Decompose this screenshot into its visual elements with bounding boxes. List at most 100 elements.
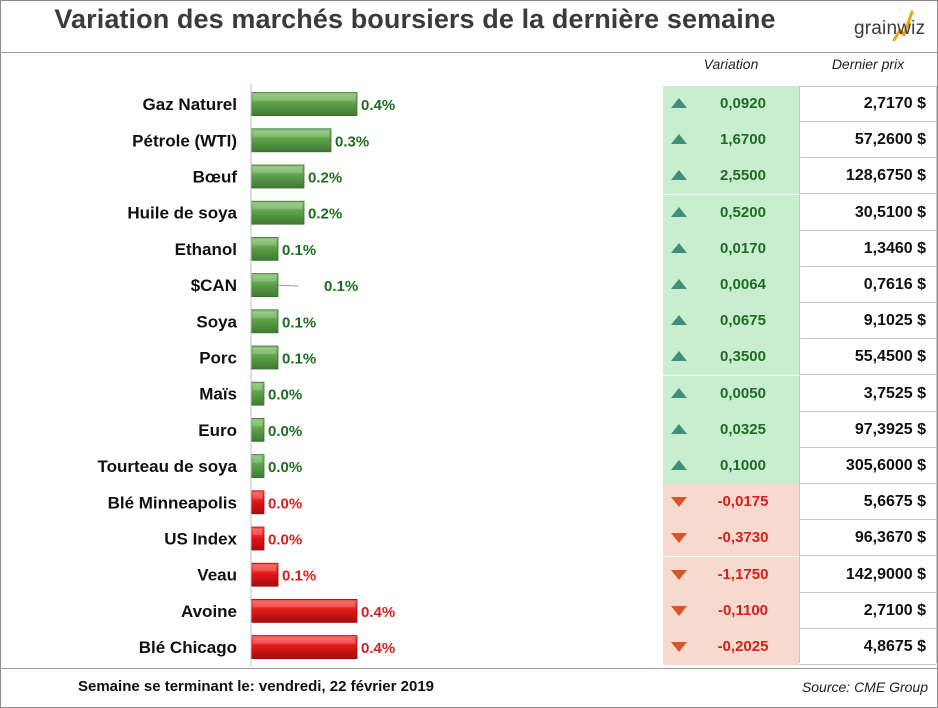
price-value: 55,4500 $ bbox=[854, 348, 926, 366]
footer-week: Semaine se terminant le: vendredi, 22 fé… bbox=[78, 678, 434, 695]
variation-cell: 2,5500 bbox=[663, 158, 799, 195]
leader-line bbox=[277, 284, 299, 287]
triangle-up-icon bbox=[671, 170, 687, 181]
column-header-price: Dernier prix bbox=[831, 56, 905, 72]
row-divider bbox=[799, 374, 936, 376]
variation-value: 0,0050 bbox=[720, 384, 766, 402]
variation-cell: 0,0170 bbox=[663, 230, 799, 267]
price-value: 57,2600 $ bbox=[854, 131, 926, 149]
price-value: 9,1025 $ bbox=[863, 312, 926, 330]
triangle-up-icon bbox=[671, 242, 687, 253]
price-value: 30,5100 $ bbox=[854, 203, 926, 221]
bar-highlight bbox=[253, 311, 276, 318]
price-value: 2,7170 $ bbox=[863, 95, 926, 112]
variation-cell: 0,0920 bbox=[663, 86, 799, 122]
category-label: $CAN bbox=[191, 276, 237, 295]
price-value: 0,7616 $ bbox=[863, 276, 926, 293]
rising-chart-logo-icon bbox=[892, 10, 914, 42]
category-label: Porc bbox=[199, 349, 237, 368]
data-label: 0.1% bbox=[282, 351, 316, 368]
variation-value: 0,5200 bbox=[720, 203, 766, 221]
variation-cell: -0,1100 bbox=[663, 592, 799, 629]
data-label: 0.0% bbox=[268, 532, 302, 549]
footer-divider bbox=[0, 668, 938, 669]
row-divider bbox=[799, 664, 936, 665]
triangle-up-icon bbox=[671, 423, 687, 434]
table-border bbox=[799, 86, 800, 663]
bar-highlight bbox=[253, 529, 262, 535]
variation-value: 0,0920 bbox=[720, 95, 766, 112]
variation-cell: 0,1000 bbox=[663, 448, 799, 484]
bar-highlight bbox=[253, 420, 262, 427]
data-label: 0.4% bbox=[361, 604, 395, 621]
row-divider bbox=[799, 338, 936, 340]
data-label: 0.0% bbox=[268, 387, 302, 404]
data-label: 0.0% bbox=[268, 459, 302, 476]
category-label: Veau bbox=[197, 566, 237, 585]
page-title: Variation des marchés boursiers de la de… bbox=[54, 4, 776, 34]
triangle-up-icon bbox=[671, 134, 687, 145]
bar-highlight bbox=[253, 167, 302, 173]
column-header-variation: Variation bbox=[703, 56, 759, 72]
variation-value: -0,3730 bbox=[717, 529, 769, 547]
data-label: 0.0% bbox=[268, 495, 302, 512]
logo-text: grainwiz bbox=[854, 18, 926, 39]
bar-highlight bbox=[253, 239, 276, 246]
data-label: 0.1% bbox=[282, 314, 316, 331]
variation-value: -0,0175 bbox=[717, 493, 769, 511]
bar-highlight bbox=[253, 384, 262, 391]
data-label: 0.0% bbox=[268, 423, 302, 440]
bar-highlight bbox=[253, 601, 355, 608]
triangle-up-icon bbox=[671, 279, 687, 289]
triangle-down-icon bbox=[671, 642, 687, 652]
bar-chart: Gaz Naturel 0.4% Pétrole (WTI) 0.3% Bœuf 0.2%… bbox=[98, 84, 395, 666]
title-divider bbox=[0, 52, 938, 53]
row-divider bbox=[799, 265, 936, 267]
price-value: 128,6750 $ bbox=[845, 167, 926, 185]
row-divider bbox=[799, 229, 936, 231]
bar-highlight bbox=[253, 275, 276, 282]
row-divider bbox=[799, 121, 936, 122]
price-value: 4,8675 $ bbox=[863, 638, 926, 655]
variation-value: 0,0325 bbox=[720, 420, 766, 438]
price-value: 5,6675 $ bbox=[863, 493, 926, 511]
bar-highlight bbox=[253, 130, 329, 137]
triangle-up-icon bbox=[671, 206, 687, 217]
triangle-up-icon bbox=[671, 98, 687, 108]
category-label: Blé Minneapolis bbox=[108, 493, 237, 512]
row-divider bbox=[799, 483, 936, 484]
category-label: Gaz Naturel bbox=[143, 95, 237, 114]
price-value: 2,7100 $ bbox=[863, 601, 926, 619]
row-divider bbox=[799, 555, 936, 557]
variation-cell: 0,0325 bbox=[663, 411, 799, 448]
category-label: US Index bbox=[164, 530, 237, 549]
row-divider bbox=[799, 591, 936, 593]
bar-highlight bbox=[253, 203, 302, 210]
category-label: Bœuf bbox=[193, 168, 238, 187]
data-label: 0.2% bbox=[308, 206, 342, 223]
data-label: 0.4% bbox=[361, 97, 395, 114]
bar-highlight bbox=[253, 565, 276, 572]
variation-cell: -0,2025 bbox=[663, 629, 799, 665]
variation-value: -0,1100 bbox=[717, 601, 769, 619]
variation-value: 0,0170 bbox=[720, 239, 766, 257]
category-label: Maïs bbox=[199, 385, 237, 404]
variation-value: 0,0675 bbox=[720, 312, 766, 330]
variation-cell: 0,0064 bbox=[663, 267, 799, 303]
variation-value: 2,5500 bbox=[720, 167, 766, 185]
row-divider bbox=[799, 410, 936, 412]
variation-value: 0,0064 bbox=[720, 276, 766, 293]
category-label: Euro bbox=[198, 421, 237, 440]
footer-week-label: Semaine se terminant le: bbox=[78, 678, 255, 695]
triangle-down-icon bbox=[671, 533, 687, 544]
row-divider bbox=[799, 446, 936, 448]
triangle-down-icon bbox=[671, 605, 687, 616]
data-label: 0.2% bbox=[308, 170, 342, 187]
price-value: 3,7525 $ bbox=[863, 384, 926, 402]
variation-value: -1,1750 bbox=[717, 565, 769, 583]
category-label: Ethanol bbox=[175, 240, 237, 259]
price-value: 1,3460 $ bbox=[863, 239, 926, 257]
variation-value: 0,1000 bbox=[720, 457, 766, 474]
brand-logo: grainwiz bbox=[846, 2, 934, 48]
triangle-up-icon bbox=[671, 387, 687, 398]
